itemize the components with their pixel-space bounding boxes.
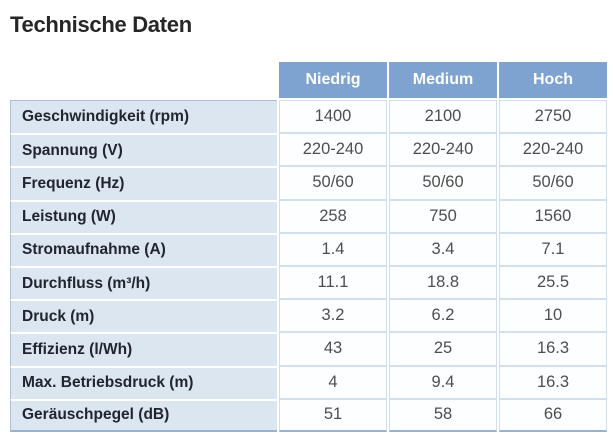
table-cell: 1560 bbox=[499, 199, 607, 233]
table-corner-spacer bbox=[10, 62, 277, 100]
table-cell: 58 bbox=[389, 398, 497, 432]
technical-data-table: Niedrig Medium Hoch Geschwindigkeit (rpm… bbox=[10, 62, 607, 432]
row-label-max-betriebsdruck: Max. Betriebsdruck (m) bbox=[10, 365, 277, 399]
table-cell: 11.1 bbox=[279, 265, 387, 300]
table-cell: 750 bbox=[389, 199, 497, 233]
table-cell: 51 bbox=[279, 398, 387, 432]
table-cell: 16.3 bbox=[499, 332, 607, 366]
table-cell: 25 bbox=[389, 332, 497, 366]
column-header-hoch: Hoch bbox=[499, 62, 607, 100]
table-cell: 2750 bbox=[499, 100, 607, 134]
table-cell: 1.4 bbox=[279, 232, 387, 266]
row-label-spannung: Spannung (V) bbox=[10, 133, 277, 167]
table-cell: 25.5 bbox=[499, 265, 607, 300]
table-cell: 3.4 bbox=[389, 232, 497, 266]
table-cell: 220-240 bbox=[499, 133, 607, 167]
table-cell: 66 bbox=[499, 398, 607, 432]
table-cell: 220-240 bbox=[279, 133, 387, 167]
table-cell: 2100 bbox=[389, 100, 497, 134]
table-cell: 6.2 bbox=[389, 299, 497, 333]
row-label-durchfluss: Durchfluss (m³/h) bbox=[10, 265, 277, 300]
table-cell: 9.4 bbox=[389, 365, 497, 399]
row-label-leistung: Leistung (W) bbox=[10, 199, 277, 233]
table-cell: 50/60 bbox=[279, 166, 387, 200]
row-label-druck: Druck (m) bbox=[10, 299, 277, 333]
column-header-niedrig: Niedrig bbox=[279, 62, 387, 100]
table-cell: 220-240 bbox=[389, 133, 497, 167]
row-label-frequenz: Frequenz (Hz) bbox=[10, 166, 277, 200]
table-cell: 10 bbox=[499, 299, 607, 333]
table-cell: 4 bbox=[279, 365, 387, 399]
table-cell: 18.8 bbox=[389, 265, 497, 300]
table-cell: 3.2 bbox=[279, 299, 387, 333]
table-cell: 16.3 bbox=[499, 365, 607, 399]
table-cell: 43 bbox=[279, 332, 387, 366]
table-cell: 258 bbox=[279, 199, 387, 233]
row-label-stromaufnahme: Stromaufnahme (A) bbox=[10, 232, 277, 266]
column-header-medium: Medium bbox=[389, 62, 497, 100]
table-cell: 1400 bbox=[279, 100, 387, 134]
row-label-effizienz: Effizienz (l/Wh) bbox=[10, 332, 277, 366]
table-cell: 50/60 bbox=[389, 166, 497, 200]
page-title: Technische Daten bbox=[10, 12, 192, 37]
row-label-geraeuschpegel: Geräuschpegel (dB) bbox=[10, 398, 277, 432]
table-cell: 7.1 bbox=[499, 232, 607, 266]
row-label-geschwindigkeit: Geschwindigkeit (rpm) bbox=[10, 100, 277, 134]
table-cell: 50/60 bbox=[499, 166, 607, 200]
